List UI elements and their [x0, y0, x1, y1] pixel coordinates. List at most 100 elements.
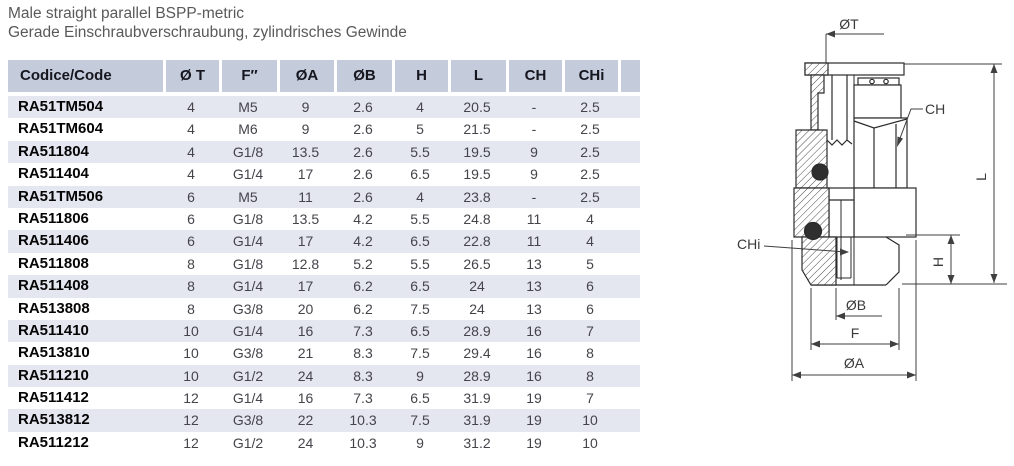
column-header: F″ [219, 60, 277, 92]
value-cell: 13 [526, 278, 542, 295]
technical-drawing: ØT CH L CHi H ØB F ØA [737, 16, 1007, 381]
table-row: RA51TM504 4 M5 9 2.6 4 20.5 - 2.5 [8, 96, 640, 119]
code-cell: RA51TM604 [18, 120, 104, 138]
value-cell: 5 [416, 121, 424, 138]
table-row: RA511210 10 G1/2 24 8.3 9 28.9 16 8 [8, 364, 640, 388]
code-cell: RA511806 [18, 209, 89, 227]
value-cell: 7.5 [410, 300, 430, 317]
value-cell: 4 [416, 188, 424, 205]
column-header [618, 60, 640, 92]
value-cell: 10.3 [349, 412, 377, 429]
value-cell: 17 [297, 233, 314, 250]
fitting-cross-section [793, 62, 917, 286]
value-cell: 5.5 [410, 255, 430, 272]
empty-cell [618, 275, 640, 297]
empty-cell [618, 253, 640, 275]
value-cell: 7.5 [410, 412, 430, 429]
value-cell: 7.5 [410, 345, 430, 362]
value-cell: 12 [183, 390, 199, 407]
value-cell: 17 [297, 166, 314, 183]
value-cell: 8 [187, 255, 195, 272]
empty-cell [618, 230, 640, 252]
value-cell: 28.9 [463, 367, 491, 384]
table-row: RA511408 8 G1/4 17 6.2 6.5 24 13 6 [8, 275, 640, 298]
value-cell: G3/8 [232, 412, 264, 429]
code-cell: RA511210 [18, 366, 89, 384]
table-header-row: Codice/Code Ø T F″ ØA ØB H L CH CHi [8, 60, 640, 92]
table-row: RA511406 6 G1/4 17 4.2 6.5 22.8 11 4 [8, 230, 640, 253]
value-cell: 7.3 [353, 322, 373, 339]
arrowhead [840, 248, 849, 256]
code-cell: RA51TM506 [18, 187, 104, 205]
value-cell: 16 [526, 367, 542, 384]
value-cell: 24.8 [463, 210, 491, 227]
value-cell: G1/2 [232, 367, 264, 384]
value-cell: 8.3 [353, 367, 373, 384]
table-row: RA513810 10 G3/8 21 8.3 7.5 29.4 16 8 [8, 342, 640, 365]
value-cell: 5 [586, 255, 594, 272]
value-cell: 10 [183, 367, 199, 384]
value-cell: M5 [238, 99, 258, 115]
empty-cell [618, 163, 640, 185]
value-cell: 10 [183, 345, 199, 362]
value-cell: 26.5 [463, 255, 491, 272]
code-cell: RA511808 [18, 254, 89, 272]
value-cell: G1/2 [232, 434, 264, 451]
value-cell: 4 [586, 210, 594, 227]
dim-label-body-dia: ØA [844, 355, 865, 371]
value-cell: G1/4 [232, 390, 264, 407]
value-cell: 2.6 [353, 143, 373, 160]
value-cell: 2.5 [580, 99, 600, 115]
value-cell: M5 [238, 188, 258, 205]
value-cell: 5.2 [353, 255, 373, 272]
value-cell: - [531, 121, 537, 138]
table-row: RA511404 4 G1/4 17 2.6 6.5 19.5 9 2.5 [8, 163, 640, 186]
value-cell: 6 [586, 300, 594, 317]
value-cell: 20.5 [463, 99, 491, 115]
table-row: RA51TM506 6 M5 11 2.6 4 23.8 - 2.5 [8, 185, 640, 208]
value-cell: 12 [183, 434, 199, 451]
value-cell: 6.5 [410, 322, 430, 339]
dim-label-tube-dia: ØT [839, 16, 859, 32]
value-cell: 2.6 [353, 188, 373, 205]
table-body: RA51TM504 4 M5 9 2.6 4 20.5 - 2.5 RA51TM604 4 M6 9 2.… [8, 96, 640, 455]
value-cell: 13 [526, 300, 542, 317]
empty-cell [618, 141, 640, 163]
value-cell: 6.5 [410, 390, 430, 407]
empty-cell [618, 342, 640, 364]
value-cell: 9 [301, 99, 310, 115]
column-header: Codice/Code [8, 60, 163, 92]
table-row: RA511410 10 G1/4 16 7.3 6.5 28.9 16 7 [8, 319, 640, 343]
value-cell: 11 [526, 210, 542, 227]
dim-label-hex: CH [925, 101, 945, 117]
empty-cell [618, 186, 640, 208]
value-cell: 29.4 [463, 345, 491, 362]
value-cell: 2.6 [353, 121, 373, 138]
empty-cell [618, 409, 640, 431]
code-cell: RA51TM504 [18, 98, 104, 115]
value-cell: 13.5 [291, 210, 320, 227]
value-cell: 10 [582, 412, 598, 429]
value-cell: 6.5 [410, 166, 430, 183]
value-cell: 6.5 [410, 278, 430, 295]
value-cell: 24 [469, 300, 485, 317]
empty-cell [618, 208, 640, 230]
empty-cell [618, 365, 640, 387]
value-cell: G1/4 [232, 278, 264, 295]
value-cell: 24 [297, 434, 314, 451]
code-cell: RA511410 [18, 321, 89, 339]
arrowhead [897, 136, 903, 147]
value-cell: 21.5 [463, 121, 491, 138]
column-header: CH [506, 60, 562, 92]
arrowhead [811, 340, 820, 348]
value-cell: 9 [530, 143, 538, 160]
table-row: RA511808 8 G1/8 12.8 5.2 5.5 26.5 13 5 [8, 252, 640, 276]
value-cell: 6 [586, 278, 594, 295]
empty-cell [618, 320, 640, 342]
value-cell: 8.3 [353, 345, 373, 362]
column-header: Ø T [163, 60, 219, 92]
value-cell: 4 [187, 166, 195, 183]
value-cell: 19 [526, 390, 542, 407]
value-cell: 7 [586, 322, 594, 339]
value-cell: 2.5 [580, 188, 600, 205]
